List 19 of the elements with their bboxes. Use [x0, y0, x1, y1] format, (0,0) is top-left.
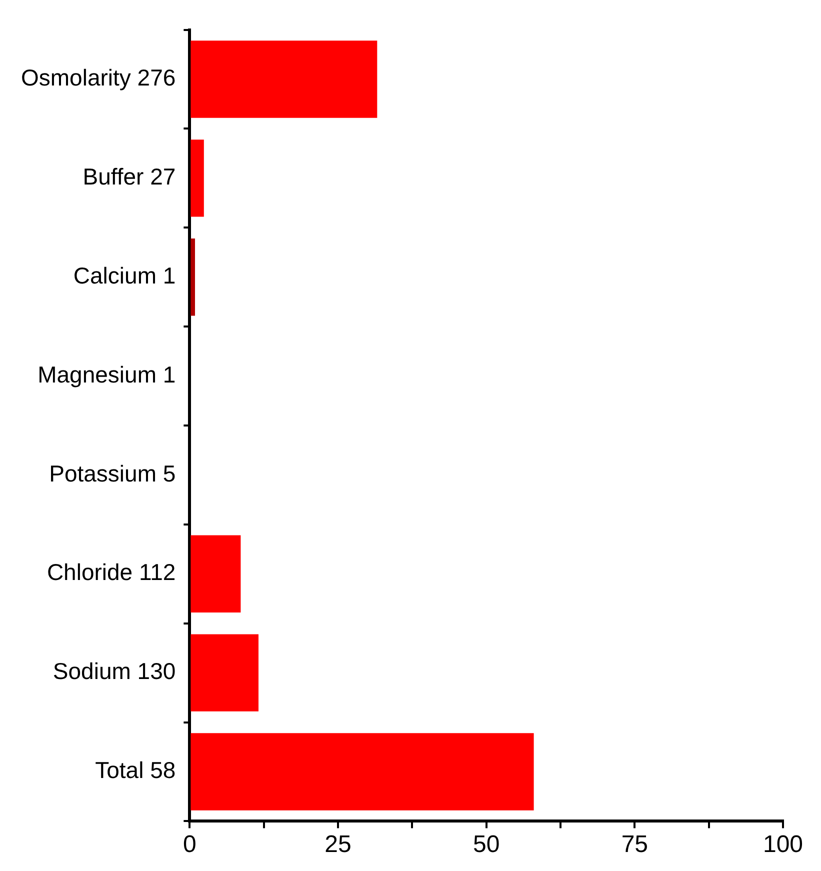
bar [190, 634, 258, 712]
x-tick-label: 0 [182, 831, 196, 858]
x-tick-label: 100 [762, 831, 804, 858]
y-tick-label: Total 58 [95, 757, 176, 784]
bar [190, 733, 534, 810]
y-tick-label: Potassium 5 [49, 460, 176, 486]
bar [190, 40, 378, 118]
bar [190, 140, 204, 217]
x-tick-label: 25 [324, 831, 352, 858]
y-tick-label: Chloride 112 [46, 559, 176, 586]
y-tick-label: Osmolarity 276 [20, 64, 176, 91]
y-tick-label: Calcium 1 [73, 262, 176, 288]
y-tick-label: Sodium 130 [52, 658, 176, 684]
bar [190, 535, 241, 612]
y-tick-label: Magnesium 1 [38, 361, 176, 388]
y-tick-label: Buffer 27 [82, 164, 176, 190]
x-tick-label: 50 [472, 831, 500, 858]
x-tick-label: 75 [621, 831, 648, 858]
bar [190, 238, 196, 316]
